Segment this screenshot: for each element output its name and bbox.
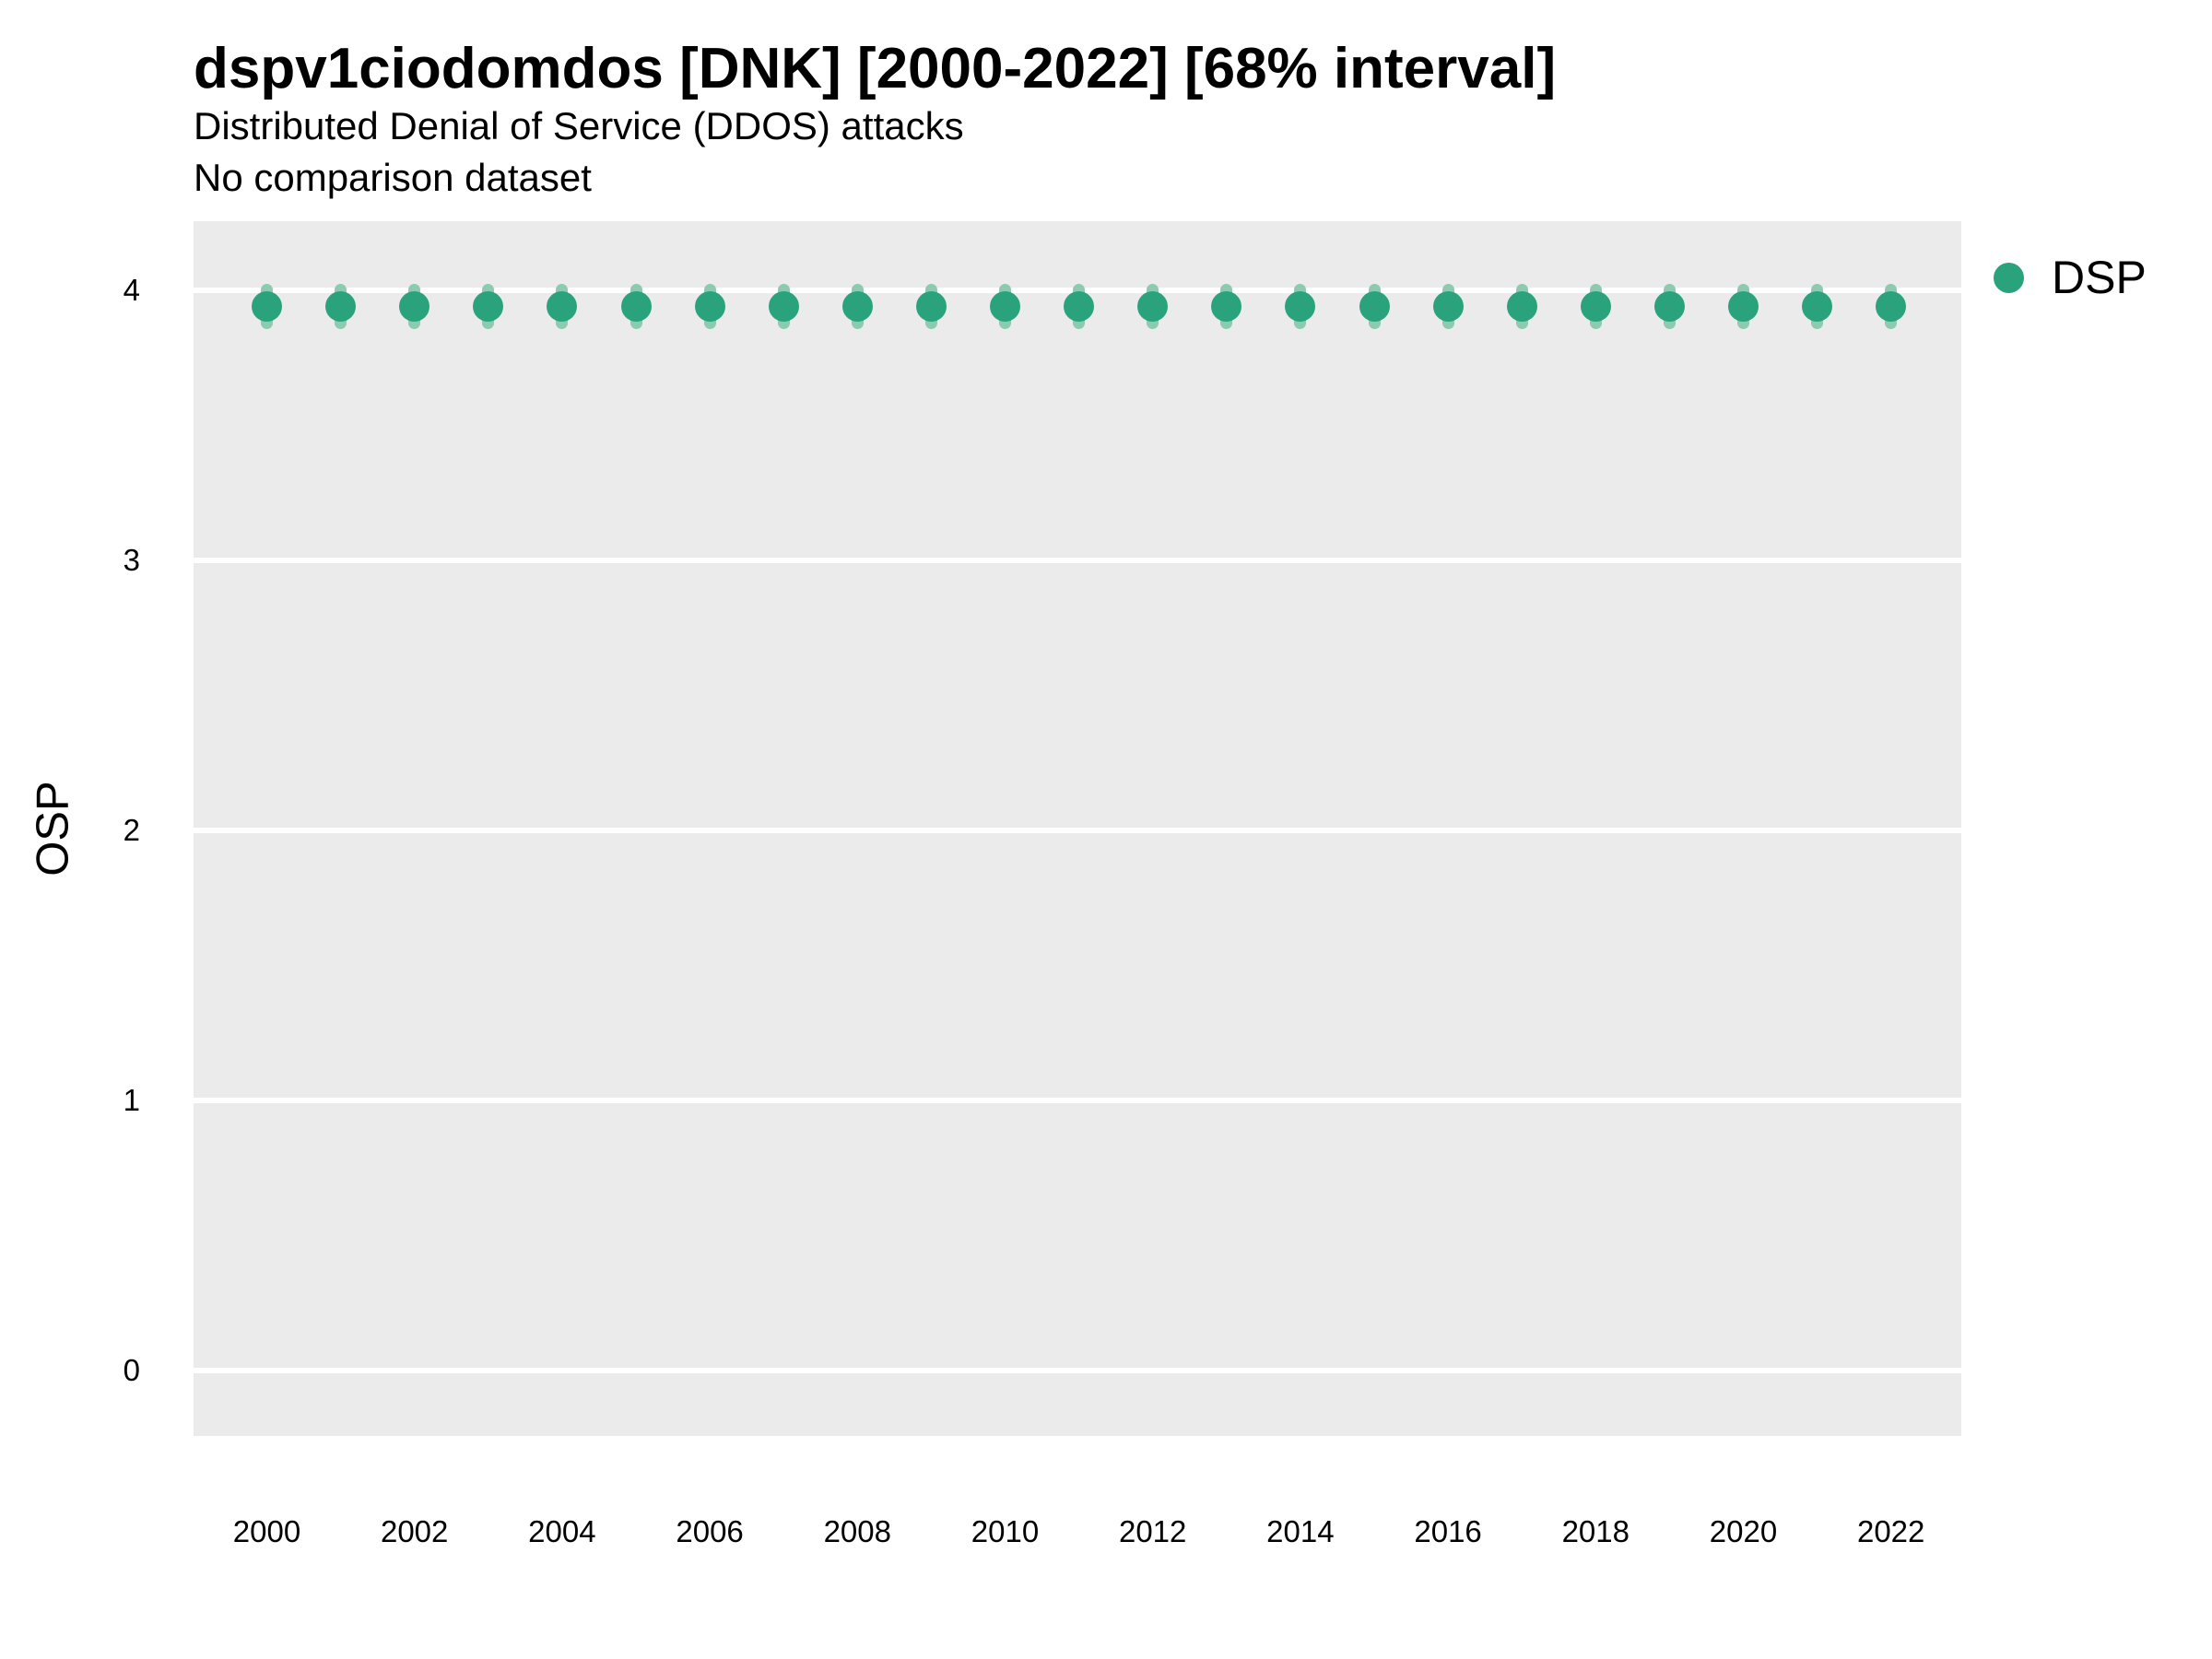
data-point-2002: [399, 291, 430, 323]
y-tick-label-3: 3: [123, 543, 140, 577]
x-tick-label-2012: 2012: [1118, 1514, 1187, 1548]
data-point-2007: [768, 291, 799, 323]
plot-panel: [194, 221, 1961, 1436]
data-point-2021: [1802, 291, 1833, 323]
x-tick-label-2014: 2014: [1266, 1514, 1335, 1548]
data-point-2013: [1211, 291, 1242, 323]
gridline-y-1: [194, 1098, 1961, 1103]
gridline-y-3: [194, 558, 1961, 563]
data-point-2010: [990, 291, 1020, 323]
data-point-2017: [1506, 291, 1537, 323]
data-point-2005: [620, 291, 652, 323]
data-point-2006: [694, 291, 725, 323]
data-point-2019: [1653, 291, 1685, 323]
gridline-y-2: [194, 828, 1961, 833]
chart-note: No comparison dataset: [194, 156, 592, 199]
y-tick-label-2: 2: [123, 813, 140, 847]
legend: DSP: [1994, 252, 2147, 303]
data-point-2008: [841, 291, 873, 323]
data-point-2014: [1285, 291, 1316, 323]
gridline-y-0: [194, 1368, 1961, 1373]
data-point-2012: [1137, 291, 1169, 323]
x-tick-label-2008: 2008: [823, 1514, 891, 1548]
x-tick-label-2002: 2002: [380, 1514, 449, 1548]
data-point-2016: [1432, 291, 1464, 323]
y-tick-label-4: 4: [123, 273, 140, 307]
data-point-2004: [547, 291, 578, 323]
chart-subtitle: Distributed Denial of Service (DDOS) att…: [194, 104, 964, 147]
y-tick-label-0: 0: [123, 1353, 140, 1387]
x-tick-label-2010: 2010: [971, 1514, 1040, 1548]
legend-label-dsp: DSP: [2052, 252, 2147, 303]
data-point-2022: [1876, 291, 1907, 323]
x-tick-label-2022: 2022: [1856, 1514, 1925, 1548]
data-point-2003: [473, 291, 504, 323]
data-point-2011: [1064, 291, 1095, 323]
x-tick-label-2020: 2020: [1709, 1514, 1778, 1548]
x-tick-label-2016: 2016: [1414, 1514, 1482, 1548]
x-tick-label-2000: 2000: [232, 1514, 301, 1548]
x-tick-label-2004: 2004: [528, 1514, 596, 1548]
data-point-2001: [325, 291, 357, 323]
data-point-2000: [252, 291, 282, 323]
chart-title: dspv1ciodomdos [DNK] [2000-2022] [68% in…: [194, 37, 1557, 100]
data-point-2015: [1359, 291, 1390, 323]
x-tick-label-2018: 2018: [1561, 1514, 1630, 1548]
data-point-2018: [1580, 291, 1611, 323]
data-point-2020: [1728, 291, 1759, 323]
data-point-2009: [915, 291, 947, 323]
x-tick-label-2006: 2006: [676, 1514, 744, 1548]
legend-marker-dsp: [1994, 262, 2024, 293]
y-tick-label-1: 1: [123, 1083, 140, 1117]
